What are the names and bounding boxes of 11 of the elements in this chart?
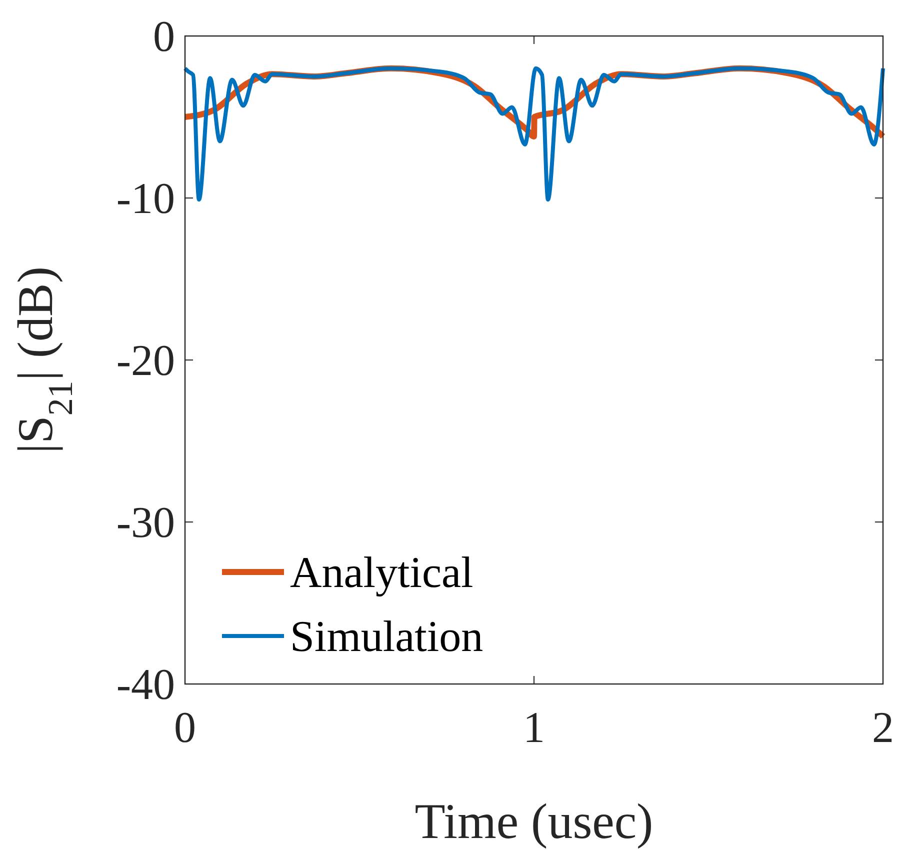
legend-label: Analytical <box>290 548 474 597</box>
legend-label: Simulation <box>290 612 484 661</box>
y-tick-label: -20 <box>116 336 175 385</box>
x-tick-label: 1 <box>523 703 545 752</box>
y-tick-label: -10 <box>116 174 175 223</box>
y-tick-label: -30 <box>116 498 175 547</box>
x-axis-title: Time (usec) <box>414 793 654 849</box>
x-tick-label: 2 <box>872 703 894 752</box>
line-series <box>183 66 885 202</box>
y-tick-label: -40 <box>116 660 175 709</box>
y-tick-label: 0 <box>153 12 175 61</box>
